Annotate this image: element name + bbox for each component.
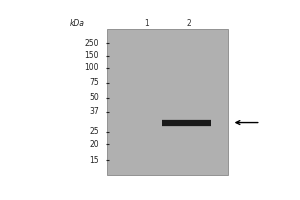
Text: 25: 25 [89,127,99,136]
Text: 2: 2 [186,19,191,28]
Text: 20: 20 [89,140,99,149]
Text: 37: 37 [89,107,99,116]
Text: 75: 75 [89,78,99,87]
Text: 1: 1 [144,19,149,28]
Text: 100: 100 [85,63,99,72]
Text: kDa: kDa [70,19,85,28]
Text: 50: 50 [89,93,99,102]
Bar [107,29,228,175]
Text: 150: 150 [85,51,99,60]
Text: 250: 250 [85,39,99,48]
Text: 15: 15 [89,156,99,165]
